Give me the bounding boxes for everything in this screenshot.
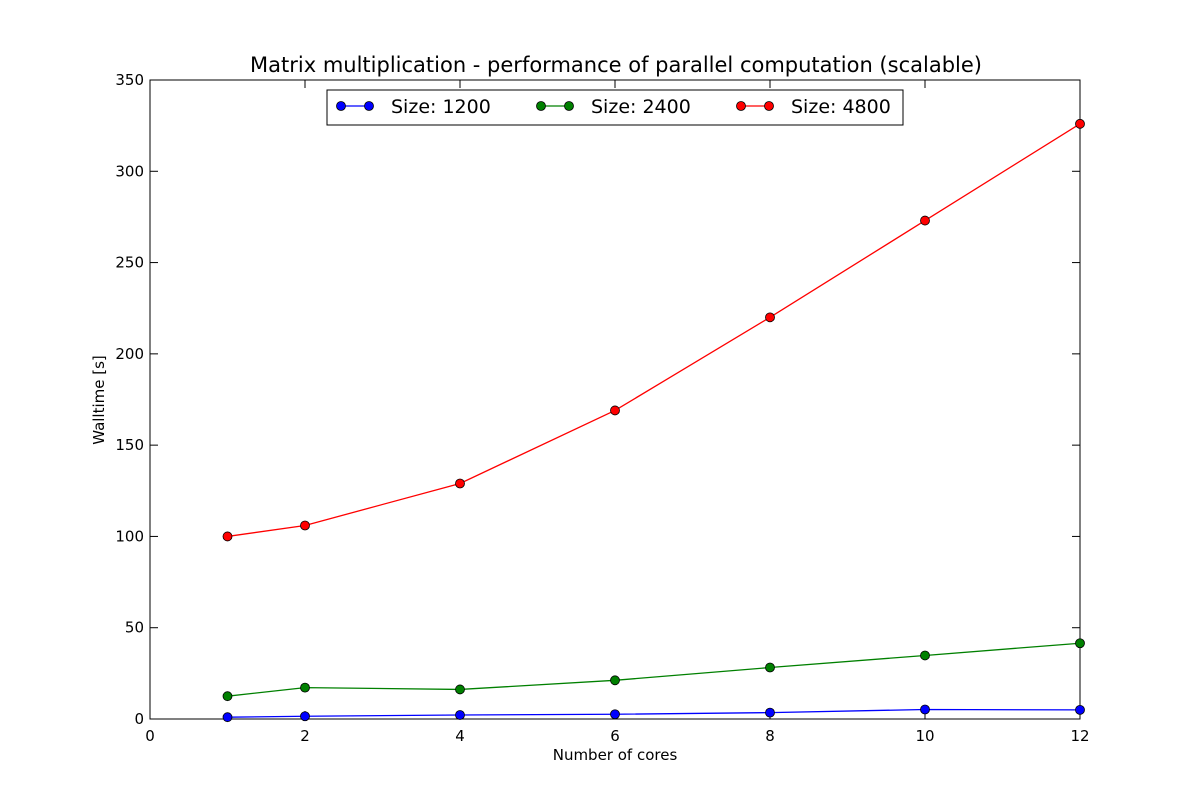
data-point [455,478,465,489]
x-axis-title: Number of cores [553,746,678,764]
data-point [920,215,930,226]
x-tick-label: 6 [610,727,620,745]
x-tick-label: 12 [1070,727,1089,745]
legend-label: Size: 1200 [391,96,491,118]
data-point [222,691,233,702]
y-tick-label: 100 [115,527,144,545]
data-point [610,675,620,686]
legend-marker [364,101,374,111]
axes: 0 2 4 6 8 10 12 0 50 100 150 200 250 300 350 [115,71,1089,745]
data-point [1075,704,1085,715]
y-tick-label: 150 [115,436,144,454]
series-line [227,642,1081,697]
y-tick-label: 0 [134,710,144,728]
legend: Size: 1200 Size: 2400 Size: 4800 [326,89,904,126]
series-line [227,123,1081,538]
plot-frame [149,79,1081,720]
data-point [920,650,930,661]
data-point [300,711,310,722]
series-2 [222,118,1085,542]
x-tick-label: 10 [915,727,934,745]
legend-entry: Size: 2400 [536,96,691,118]
legend-box [326,89,904,126]
data-series [222,118,1085,723]
data-point [610,709,620,720]
legend-entry: Size: 4800 [736,96,891,118]
x-tick-label: 8 [765,727,775,745]
data-point [222,531,233,542]
data-point [300,682,310,693]
y-axis-title: Walltime [s] [90,355,108,445]
series-0 [222,704,1085,723]
y-tick-label: 250 [115,254,144,272]
y-tick-label: 350 [115,71,144,89]
data-point [1075,118,1085,129]
data-point [920,704,930,715]
legend-marker [336,101,346,111]
data-point [1075,638,1085,649]
legend-entry: Size: 1200 [336,96,491,118]
series-1 [222,638,1085,702]
x-tick-label: 4 [455,727,465,745]
y-tick-label: 50 [125,619,144,637]
x-tick-label: 0 [145,727,155,745]
x-tick-label: 2 [300,727,310,745]
legend-label: Size: 4800 [791,96,891,118]
legend-marker [736,101,746,111]
legend-marker [536,101,546,111]
data-point [455,684,465,695]
data-point [765,662,775,673]
legend-label: Size: 2400 [591,96,691,118]
y-tick-label: 200 [115,345,144,363]
data-point [300,520,310,531]
y-tick-label: 300 [115,162,144,180]
data-point [222,712,233,723]
data-point [765,312,775,323]
legend-marker [564,101,574,111]
series-line [227,708,1081,718]
legend-marker [764,101,774,111]
chart-title: Matrix multiplication - performance of p… [250,53,982,77]
data-point [610,405,620,416]
data-point [765,707,775,718]
data-point [455,710,465,720]
